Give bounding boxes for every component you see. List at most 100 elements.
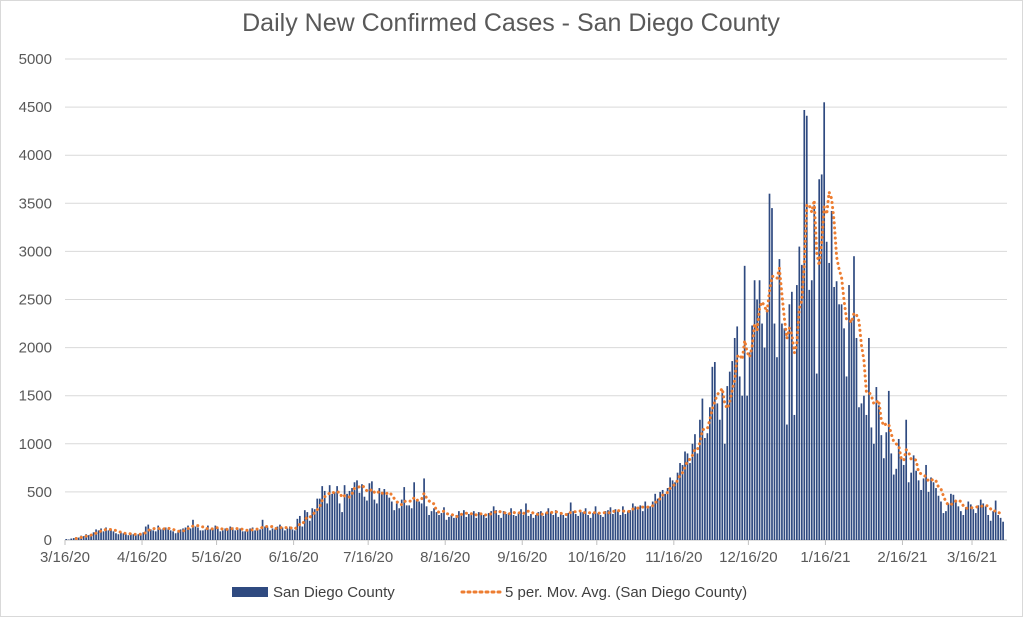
- bar: [326, 503, 329, 540]
- bar: [810, 280, 813, 540]
- bar: [783, 328, 786, 540]
- bar: [356, 480, 358, 540]
- bar: [718, 419, 721, 540]
- bar: [438, 514, 440, 540]
- bar: [480, 513, 483, 540]
- bar: [72, 538, 75, 540]
- bar: [676, 472, 679, 540]
- bar: [639, 505, 642, 540]
- bar: [664, 493, 666, 540]
- bar: [631, 503, 634, 540]
- bar: [863, 395, 865, 540]
- bar: [97, 530, 100, 540]
- bar: [699, 419, 701, 540]
- bar: [731, 361, 734, 540]
- bar: [838, 304, 840, 540]
- bar: [341, 512, 343, 540]
- bar: [413, 482, 415, 540]
- bar: [873, 443, 875, 540]
- bar: [666, 488, 669, 540]
- bar: [619, 514, 622, 540]
- bar: [654, 493, 657, 540]
- bar: [984, 506, 987, 540]
- bar: [184, 527, 187, 540]
- bar: [159, 529, 162, 540]
- bar: [117, 534, 120, 540]
- bar: [308, 520, 311, 540]
- bar: [969, 504, 972, 540]
- chart-title: Daily New Confirmed Cases - San Diego Co…: [242, 9, 780, 37]
- bar: [709, 407, 711, 540]
- bar: [239, 528, 242, 540]
- bar: [540, 511, 542, 540]
- y-tick-label: 1000: [19, 436, 52, 453]
- bar: [497, 514, 500, 540]
- bar: [999, 517, 1002, 540]
- bar: [545, 513, 547, 540]
- y-tick-label: 4000: [19, 147, 52, 164]
- bar: [562, 514, 565, 540]
- bar: [450, 514, 453, 540]
- bar: [221, 530, 224, 540]
- bar: [820, 174, 823, 540]
- bar: [935, 488, 937, 540]
- bar: [147, 524, 150, 540]
- bar: [766, 309, 768, 540]
- bar: [925, 464, 927, 540]
- bar: [741, 395, 744, 540]
- bar: [281, 527, 284, 540]
- x-tick-label: 10/16/20: [568, 549, 626, 566]
- bar: [318, 498, 321, 540]
- bar: [271, 528, 274, 540]
- bar: [259, 529, 261, 540]
- bar: [296, 518, 299, 540]
- bar: [316, 498, 319, 540]
- bar: [552, 514, 555, 540]
- bar: [684, 451, 686, 540]
- bar: [972, 509, 975, 540]
- y-axis-ticks: 0 500 1000 1500 2000 2500 3000 3500 4000 4500 5000: [19, 51, 52, 549]
- bar: [897, 438, 900, 540]
- bar: [475, 517, 478, 540]
- x-tick-label: 7/16/20: [343, 549, 393, 566]
- bar: [597, 513, 599, 540]
- bar: [589, 517, 592, 540]
- bar: [226, 529, 229, 540]
- bar: [495, 510, 498, 540]
- bar: [865, 414, 868, 540]
- bar: [726, 386, 729, 540]
- bar: [656, 498, 659, 540]
- x-tick-label: 6/16/20: [269, 549, 319, 566]
- bar: [274, 529, 276, 540]
- bar: [977, 505, 980, 540]
- bar: [607, 510, 609, 540]
- bar: [289, 526, 291, 540]
- bar: [445, 519, 448, 540]
- bar: [890, 453, 893, 540]
- bar: [351, 488, 353, 540]
- bar: [574, 514, 577, 540]
- bar: [358, 492, 361, 540]
- bar: [234, 530, 237, 540]
- bar: [907, 482, 910, 540]
- bar: [137, 534, 140, 540]
- bar: [430, 511, 433, 540]
- y-tick-label: 3500: [19, 195, 52, 212]
- bar: [892, 474, 895, 540]
- bar: [532, 517, 535, 540]
- bar: [149, 529, 152, 540]
- bar: [773, 323, 776, 540]
- bar: [507, 513, 510, 540]
- bar: [728, 371, 731, 540]
- bar: [803, 109, 806, 541]
- bar: [487, 513, 490, 540]
- bar: [132, 534, 135, 540]
- bar: [435, 512, 438, 540]
- bar: [224, 528, 227, 540]
- bar: [681, 464, 684, 540]
- bar: [686, 453, 689, 540]
- bar: [366, 500, 368, 540]
- bar: [139, 534, 142, 540]
- bar: [152, 530, 155, 540]
